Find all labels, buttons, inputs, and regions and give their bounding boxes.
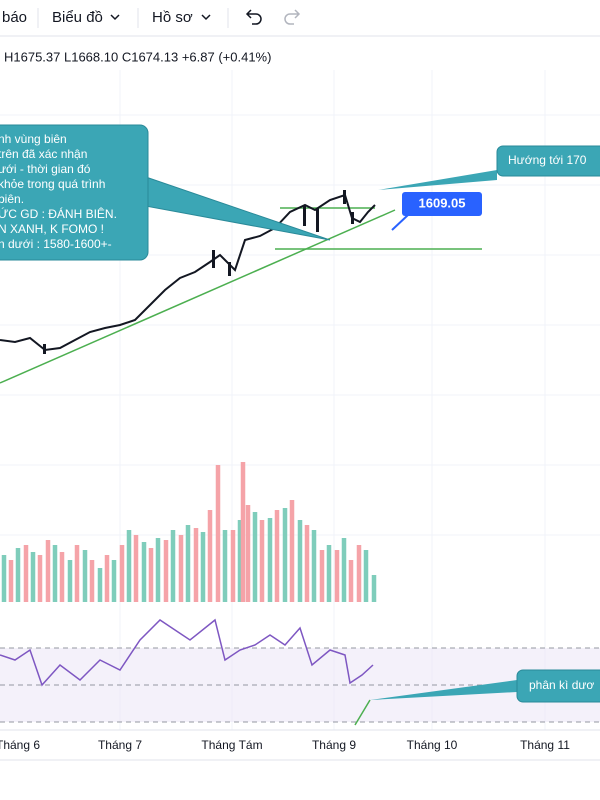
toolbar-item[interactable]: Biểu đồ [52,9,103,26]
callout-pointer [370,680,517,700]
price-label [402,192,482,216]
callout-line: ưới - thời gian đó [0,162,91,176]
callout-text: Hướng tới 170 [508,153,587,167]
callout-line: N XANH, K FOMO ! [0,222,104,236]
callout-line: biên. [0,192,24,206]
callout-pointer [378,170,497,190]
rsi-line [0,618,374,687]
toolbar [0,0,600,36]
callout-line: khỏe trong quá trình [0,177,105,191]
callout-text: phân kì dươ [529,678,594,692]
toolbar-item[interactable]: báo [2,9,27,26]
divergence-line [354,699,371,726]
callout [496,145,600,177]
redo[interactable] [284,9,301,25]
x-tick-label: Tháng 10 [407,738,458,752]
callout-line: n dưới : 1580-1600+- [0,237,112,251]
price-candles [0,193,376,352]
price-arrow [391,214,409,231]
volume-down [8,462,362,602]
callout-line: ỨC GD : ĐÁNH BIÊN. [0,206,117,221]
x-tick-label: Tháng 11 [520,738,570,752]
ohlc-legend: H1675.37 L1668.10 C1674.13 +6.87 (+0.41%… [4,49,271,64]
x-axis: Tháng 6 Tháng 7 Tháng Tám Tháng 9 Tháng 10 Th… [0,738,570,752]
callout [516,669,600,703]
trendline [0,209,396,384]
chevron [201,14,211,21]
price-label-text: 1609.05 [419,195,466,210]
callout-line: nh vùng biên [0,132,67,146]
x-tick-label: Tháng 7 [98,738,142,752]
volume-up [1,508,377,602]
callout [0,124,149,261]
x-tick-label: Tháng 6 [0,738,40,752]
callout-line: trên đã xác nhận [0,147,87,161]
x-tick-label: Tháng 9 [312,738,356,752]
candle-bodies [43,190,354,354]
undo[interactable] [245,9,262,25]
chevron [110,14,120,21]
x-tick-label: Tháng Tám [201,738,262,752]
toolbar-item[interactable]: Hồ sơ [152,9,193,26]
